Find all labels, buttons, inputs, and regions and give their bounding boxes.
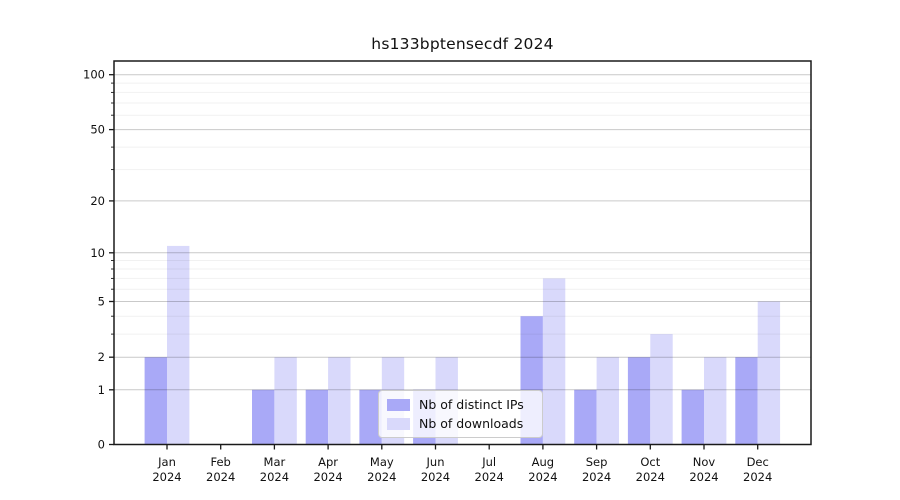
y-tick-label: 2 (98, 350, 105, 364)
bar-downloads (596, 357, 619, 445)
legend-label-distinct-ips: Nb of distinct IPs (419, 397, 524, 412)
x-tick-label: Aug 2024 (528, 455, 557, 484)
x-tick-label: Jun 2024 (421, 455, 450, 484)
bar-downloads (704, 357, 727, 445)
bar-distinct-ips (252, 389, 275, 445)
legend: Nb of distinct IPs Nb of downloads (378, 390, 543, 438)
bar-distinct-ips (359, 389, 382, 445)
bar-downloads (328, 357, 351, 445)
x-tick-label: Feb 2024 (206, 455, 235, 484)
x-tick-label: Jul 2024 (475, 455, 504, 484)
x-tick-label: Sep 2024 (582, 455, 611, 484)
x-tick-label: Mar 2024 (260, 455, 289, 484)
bar-distinct-ips (574, 389, 597, 445)
y-tick-label: 5 (98, 295, 105, 309)
bar-downloads (650, 334, 673, 445)
x-tick-label: Jan 2024 (152, 455, 181, 484)
bar-downloads (757, 301, 781, 445)
chart-title: hs133bptensecdf 2024 (371, 35, 554, 53)
bar-downloads (167, 245, 190, 445)
x-tick-label: Oct 2024 (636, 455, 665, 484)
x-tick-label: Nov 2024 (689, 455, 718, 484)
bar-downloads (542, 278, 566, 445)
legend-item-downloads: Nb of downloads (387, 416, 534, 431)
legend-swatch-distinct-ips (387, 398, 410, 411)
y-tick-label: 50 (90, 123, 105, 137)
bar-distinct-ips (144, 357, 167, 445)
legend-swatch-downloads (387, 417, 410, 430)
legend-label-downloads: Nb of downloads (419, 416, 524, 431)
y-tick-label: 20 (90, 194, 105, 208)
bar-distinct-ips (681, 389, 704, 445)
x-tick-label: May 2024 (367, 455, 396, 484)
y-tick-label: 10 (90, 246, 105, 260)
bar-distinct-ips (305, 389, 329, 445)
legend-item-distinct-ips: Nb of distinct IPs (387, 397, 534, 412)
x-tick-label: Apr 2024 (313, 455, 342, 484)
y-tick-label: 1 (98, 383, 105, 397)
bar-downloads (274, 357, 297, 445)
y-tick-label: 0 (98, 438, 105, 452)
x-tick-label: Dec 2024 (743, 455, 772, 484)
bar-distinct-ips (735, 357, 758, 445)
bar-distinct-ips (627, 357, 651, 445)
y-tick-label: 100 (83, 68, 105, 82)
